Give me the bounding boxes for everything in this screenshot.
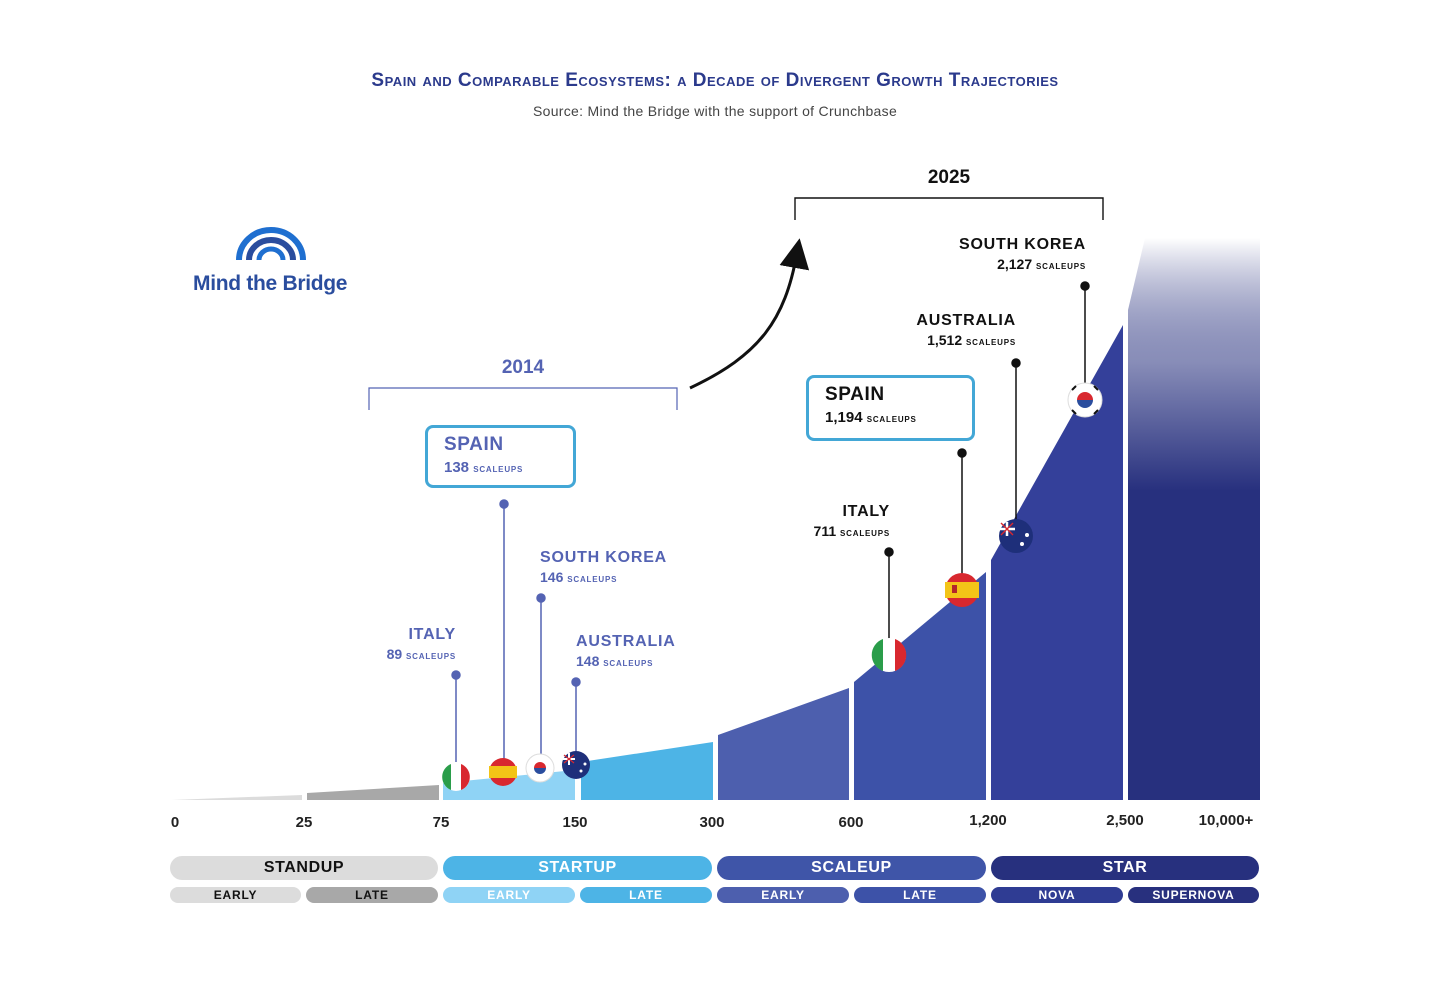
growth-arrow (689, 238, 810, 390)
leaders-2014 (451, 499, 581, 762)
bridge-arcs-icon (236, 227, 306, 261)
x-tick: 25 (295, 814, 313, 831)
x-tick: 1,200 (969, 812, 1007, 829)
year-2025-label: 2025 (927, 167, 971, 188)
label-south-korea-2014: SOUTH KOREA 146 scaleups (540, 549, 668, 585)
south-korea-flag-icon (525, 753, 555, 783)
chart-source: Source: Mind the Bridge with the support… (532, 103, 898, 119)
substage-star-nova: NOVA (991, 887, 1123, 903)
stage-scaleup: SCALEUP (717, 856, 986, 880)
south-korea-flag-icon-2025 (1067, 382, 1103, 418)
substage-startup-early: EARLY (443, 887, 575, 903)
x-tick: 0 (170, 814, 180, 831)
segment-star-nova (991, 325, 1123, 800)
segment-scaleup-early (718, 688, 849, 800)
label-italy-2014: ITALY 89 scaleups (386, 626, 456, 662)
spain-flag-icon-2025 (945, 573, 979, 607)
x-tick: 300 (699, 814, 725, 831)
substage-startup-late: LATE (580, 887, 712, 903)
callout-spain-2014-country: SPAIN (444, 434, 504, 455)
australia-flag-icon (562, 751, 590, 779)
label-australia-2025: AUSTRALIA 1,512 scaleups (916, 312, 1016, 348)
segment-standup-early (172, 795, 302, 800)
unit-label: scaleups (473, 461, 524, 475)
substage-scaleup-early: EARLY (717, 887, 849, 903)
label-italy-2025: ITALY 711 scaleups (813, 503, 890, 539)
callout-spain-2014-value: 138 (444, 459, 470, 476)
bracket-2014 (368, 387, 678, 410)
leaders-2025 (884, 281, 1090, 640)
substage-standup-early: EARLY (170, 887, 301, 903)
callout-spain-2025-value: 1,194 (825, 409, 863, 426)
mind-the-bridge-logo: Mind the Bridge (193, 226, 353, 306)
chart-title: Spain and Comparable Ecosystems: a Decad… (371, 70, 1059, 91)
stage-standup: STANDUP (170, 856, 438, 880)
label-south-korea-2025: SOUTH KOREA 2,127 scaleups (958, 236, 1086, 272)
year-2014-label: 2014 (501, 357, 545, 378)
segment-star-supernova (1128, 238, 1260, 800)
logo-text: Mind the Bridge (193, 272, 348, 295)
substage-standup-late: LATE (306, 887, 438, 903)
australia-flag-icon-2025 (999, 519, 1033, 553)
callout-spain-2025: SPAIN 1,194 scaleups (806, 375, 975, 441)
segment-scaleup-late (854, 572, 986, 800)
stage-startup: STARTUP (443, 856, 712, 880)
italy-flag-icon (442, 763, 470, 791)
x-tick: 10,000+ (1198, 812, 1254, 829)
x-tick: 75 (432, 814, 450, 831)
callout-spain-2025-country: SPAIN (825, 384, 885, 405)
spain-flag-icon (489, 758, 517, 786)
x-tick: 2,500 (1106, 812, 1144, 829)
segment-standup-late (307, 785, 439, 800)
stage-star: STAR (991, 856, 1259, 880)
x-tick: 150 (562, 814, 588, 831)
italy-flag-icon-2025 (871, 638, 907, 672)
segment-startup-late (581, 742, 713, 800)
callout-spain-2014: SPAIN 138 scaleups (425, 425, 576, 488)
substage-star-supernova: SUPERNOVA (1128, 887, 1259, 903)
x-tick: 600 (838, 814, 864, 831)
substage-scaleup-late: LATE (854, 887, 986, 903)
bracket-2025 (794, 197, 1104, 220)
label-australia-2014: AUSTRALIA 148 scaleups (576, 633, 676, 669)
